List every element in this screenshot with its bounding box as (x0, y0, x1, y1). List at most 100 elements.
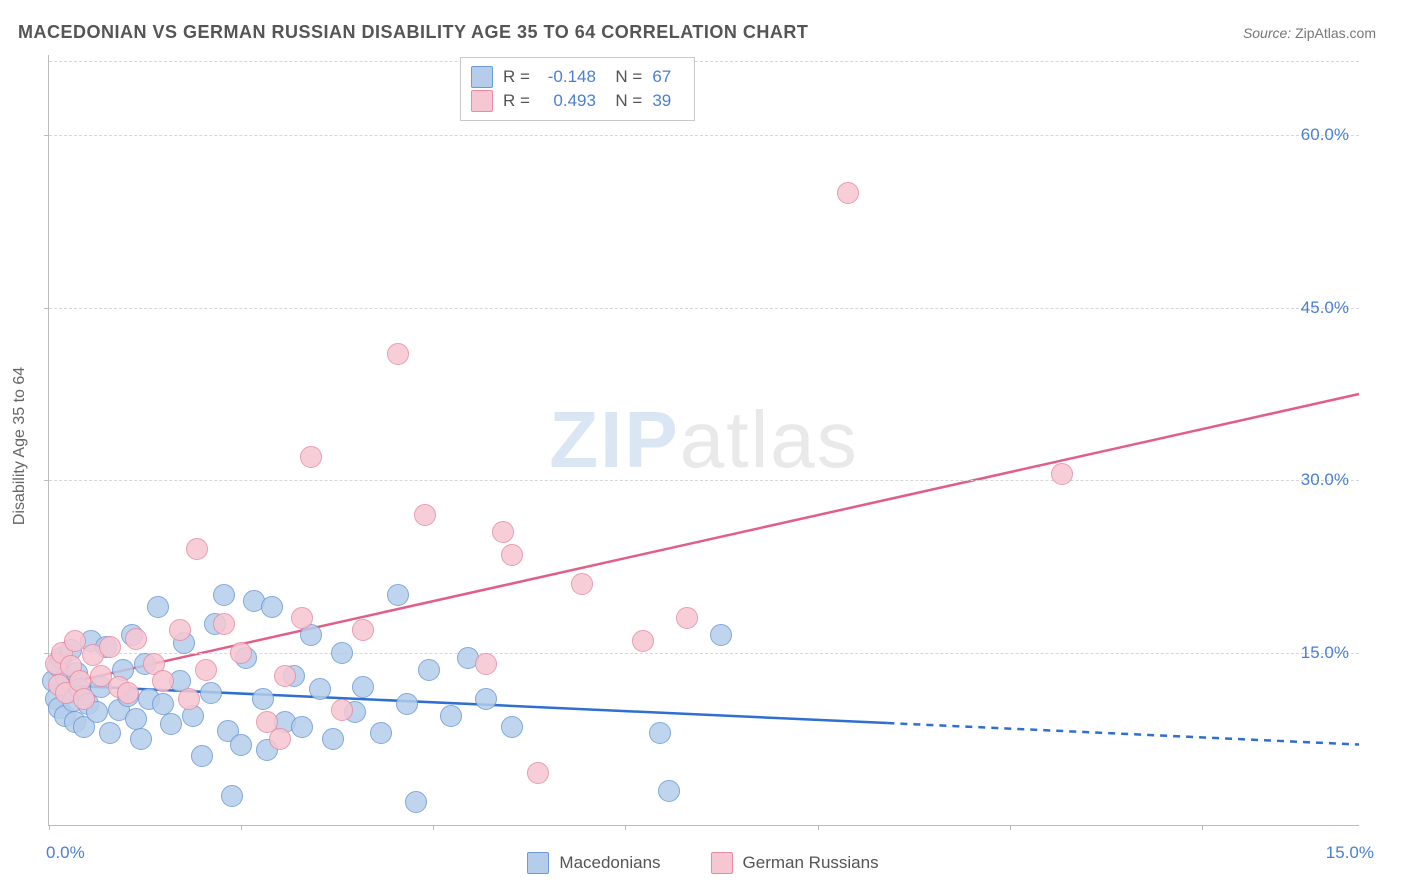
legend-swatch-macedonians (527, 852, 549, 874)
data-point-german_russians (99, 636, 121, 658)
data-point-macedonians (230, 734, 252, 756)
gridline (49, 308, 1359, 309)
legend-row-macedonians: R = -0.148 N = 67 (471, 66, 680, 88)
x-min-label: 0.0% (46, 843, 85, 863)
data-point-german_russians (195, 659, 217, 681)
data-point-german_russians (125, 628, 147, 650)
data-point-german_russians (269, 728, 291, 750)
x-tick (49, 825, 50, 830)
legend-item-macedonians: Macedonians (527, 852, 660, 874)
watermark: ZIPatlas (549, 394, 858, 486)
data-point-macedonians (649, 722, 671, 744)
legend-label-german-russians: German Russians (743, 853, 879, 873)
y-tick-label: 15.0% (1301, 643, 1349, 663)
gridline (49, 135, 1359, 136)
data-point-macedonians (191, 745, 213, 767)
y-tick (44, 308, 49, 309)
data-point-macedonians (322, 728, 344, 750)
trend-line (887, 723, 1359, 745)
data-point-macedonians (291, 716, 313, 738)
data-point-german_russians (331, 699, 353, 721)
data-point-macedonians (440, 705, 462, 727)
data-point-german_russians (1051, 463, 1073, 485)
x-max-label: 15.0% (1326, 843, 1374, 863)
plot-area: ZIPatlas 15.0%30.0%45.0%60.0% (48, 55, 1359, 826)
legend-n-value-german-russians: 39 (652, 91, 680, 111)
data-point-german_russians (414, 504, 436, 526)
data-point-macedonians (475, 688, 497, 710)
y-axis-title: Disability Age 35 to 64 (11, 367, 29, 525)
legend-item-german-russians: German Russians (711, 852, 879, 874)
data-point-macedonians (130, 728, 152, 750)
source-attribution: Source: ZipAtlas.com (1243, 25, 1376, 41)
y-tick (44, 480, 49, 481)
data-point-macedonians (418, 659, 440, 681)
y-tick-label: 30.0% (1301, 470, 1349, 490)
data-point-german_russians (475, 653, 497, 675)
data-point-macedonians (710, 624, 732, 646)
data-point-german_russians (300, 446, 322, 468)
data-point-german_russians (291, 607, 313, 629)
data-point-german_russians (186, 538, 208, 560)
legend-label-macedonians: Macedonians (559, 853, 660, 873)
legend-r-label: R = (503, 91, 530, 111)
legend-n-label: N = (606, 67, 642, 87)
data-point-german_russians (501, 544, 523, 566)
data-point-macedonians (99, 722, 121, 744)
data-point-macedonians (147, 596, 169, 618)
y-tick (44, 135, 49, 136)
data-point-macedonians (405, 791, 427, 813)
data-point-german_russians (274, 665, 296, 687)
data-point-macedonians (125, 708, 147, 730)
data-point-macedonians (200, 682, 222, 704)
correlation-legend: R = -0.148 N = 67 R = 0.493 N = 39 (460, 57, 695, 121)
y-tick (44, 653, 49, 654)
legend-r-value-macedonians: -0.148 (540, 67, 596, 87)
data-point-german_russians (117, 682, 139, 704)
legend-swatch-german-russians (471, 90, 493, 112)
data-point-macedonians (160, 713, 182, 735)
y-tick-label: 60.0% (1301, 125, 1349, 145)
data-point-german_russians (152, 670, 174, 692)
data-point-german_russians (352, 619, 374, 641)
series-legend: Macedonians German Russians (0, 852, 1406, 874)
data-point-macedonians (331, 642, 353, 664)
legend-n-label: N = (606, 91, 642, 111)
data-point-macedonians (387, 584, 409, 606)
data-point-german_russians (230, 642, 252, 664)
source-value: ZipAtlas.com (1295, 25, 1376, 41)
data-point-german_russians (527, 762, 549, 784)
data-point-german_russians (632, 630, 654, 652)
data-point-german_russians (73, 688, 95, 710)
data-point-macedonians (261, 596, 283, 618)
data-point-german_russians (571, 573, 593, 595)
data-point-german_russians (169, 619, 191, 641)
x-tick (818, 825, 819, 830)
trend-lines-layer (49, 55, 1359, 825)
legend-row-german-russians: R = 0.493 N = 39 (471, 90, 680, 112)
watermark-atlas: atlas (680, 395, 859, 484)
data-point-macedonians (352, 676, 374, 698)
data-point-german_russians (213, 613, 235, 635)
gridline (49, 480, 1359, 481)
watermark-zip: ZIP (549, 395, 679, 484)
data-point-macedonians (396, 693, 418, 715)
x-tick (433, 825, 434, 830)
gridline (49, 61, 1359, 62)
legend-r-label: R = (503, 67, 530, 87)
legend-r-value-german-russians: 0.493 (540, 91, 596, 111)
x-tick (1010, 825, 1011, 830)
x-tick (241, 825, 242, 830)
data-point-macedonians (213, 584, 235, 606)
x-tick (625, 825, 626, 830)
data-point-german_russians (492, 521, 514, 543)
data-point-macedonians (658, 780, 680, 802)
data-point-macedonians (501, 716, 523, 738)
data-point-german_russians (178, 688, 200, 710)
x-tick (1202, 825, 1203, 830)
data-point-macedonians (309, 678, 331, 700)
data-point-macedonians (252, 688, 274, 710)
source-label: Source: (1243, 25, 1291, 41)
data-point-macedonians (370, 722, 392, 744)
data-point-macedonians (221, 785, 243, 807)
